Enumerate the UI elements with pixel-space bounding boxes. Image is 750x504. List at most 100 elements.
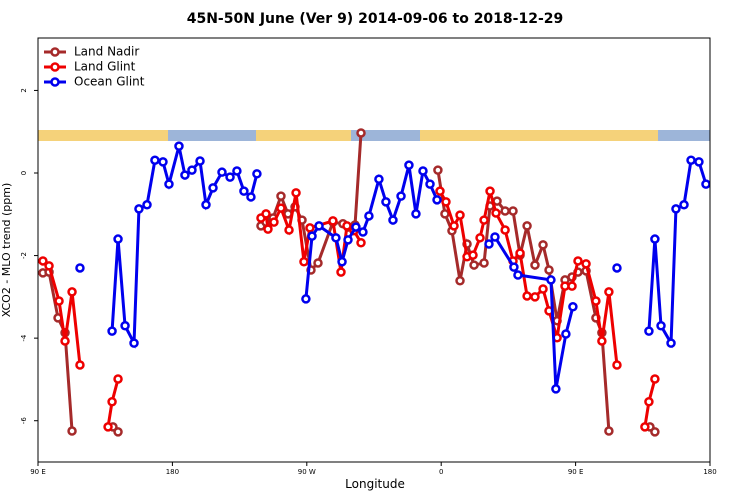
data-point [129,338,139,348]
data-point [113,374,123,384]
data-point [490,232,500,242]
data-point [269,217,279,227]
data-point [513,270,523,280]
x-axis-label: Longitude [345,477,405,491]
data-point [522,291,532,301]
data-point [530,292,540,302]
data-point [134,204,144,214]
series-line [647,158,708,349]
data-point [75,360,85,370]
data-point [701,179,710,189]
data-point [343,235,353,245]
data-point [150,155,160,165]
data-point [187,165,197,175]
data-point [650,427,660,437]
data-point [331,233,341,243]
data-point [113,234,123,244]
data-point [239,186,249,196]
data-point [113,427,123,437]
data-point [432,195,442,205]
y-tick-label: 0 [20,171,28,175]
data-point [485,186,495,196]
x-tick-label: 90 E [568,468,584,476]
data-point [644,396,654,407]
y-tick-label: 2 [20,88,28,92]
data-point [650,234,660,244]
data-point [217,167,227,177]
data-point [530,260,540,270]
data-point [314,221,324,231]
data-point [356,238,366,248]
data-point [656,321,666,331]
axes: 90 E 180 90 W 0 90 E 180 -6 -4 -2 0 2 [20,88,717,476]
data-point [232,166,242,176]
data-point [679,200,689,210]
data-point [551,384,561,394]
data-point [508,206,518,216]
data-point [479,258,489,268]
x-tick-label: 180 [703,468,716,476]
data-point [276,203,286,213]
data-point [567,281,577,291]
data-point [479,215,489,225]
data-point [301,294,311,304]
data-point [201,200,211,210]
data-point [612,263,622,273]
x-tick-label: 180 [166,468,179,476]
data-point [246,192,256,202]
data-point [120,321,130,331]
data-point [468,250,478,260]
y-axis-label: XCO2 - MLO trend (ppm) [0,183,13,318]
chart-title: 45N-50N June (Ver 9) 2014-09-06 to 2018-… [187,11,564,27]
data-point [666,338,676,348]
data-point [538,284,548,294]
data-point [509,262,519,272]
data-point [180,170,190,180]
data-point [54,296,64,306]
data-point [60,336,70,346]
data-point [604,287,614,297]
y-tick-label: -4 [20,334,28,342]
data-point [640,422,650,432]
plot-area [38,128,710,437]
data-point [142,200,152,210]
data-point [597,336,607,346]
data-point [107,326,117,336]
data-point [328,216,338,226]
data-point [342,221,352,231]
data-point [107,396,117,407]
x-tick-label: 90 W [298,468,316,476]
data-point [252,169,262,179]
data-point [75,263,85,273]
series-line [487,234,575,390]
data-point [67,426,77,436]
data-point [337,257,347,267]
y-tick-label: -6 [20,417,28,425]
data-point [425,179,435,189]
data-point [573,256,583,266]
data-point [418,166,428,176]
data-point [538,240,548,250]
data-point [591,296,601,306]
data-point [455,276,465,286]
data-point [225,172,235,182]
map-strip [38,130,710,141]
data-point [336,267,346,277]
data-point [299,257,309,267]
data-point [356,128,366,138]
legend-marker [50,62,60,72]
data-point [174,141,184,151]
data-point [544,265,554,275]
data-point [455,210,465,220]
data-point [491,208,501,218]
data-point [433,165,443,175]
data-point [284,225,294,235]
data-point [307,231,317,241]
data-point [469,260,479,270]
data-point [694,157,704,167]
data-point [358,227,368,237]
data-point [381,197,391,207]
data-point [313,258,323,268]
